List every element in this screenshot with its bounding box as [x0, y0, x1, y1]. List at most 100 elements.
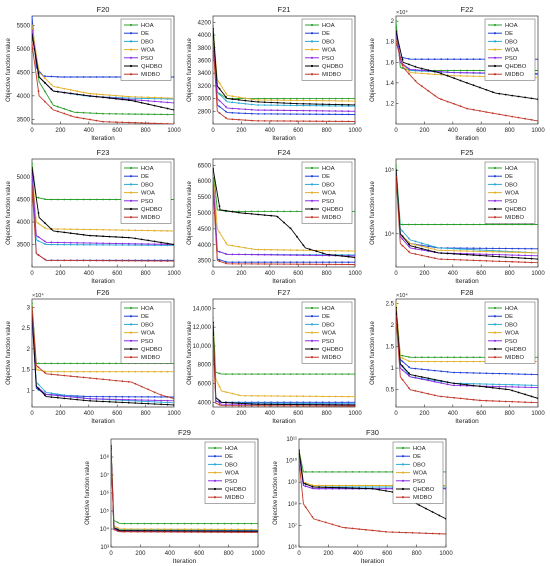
series-line-midbo — [396, 316, 538, 404]
data-point — [69, 243, 72, 246]
data-point — [315, 261, 318, 264]
data-point — [347, 401, 350, 404]
x-tick-label: 200 — [55, 271, 66, 277]
data-point — [270, 99, 272, 101]
y-tick-label: 4200 — [198, 20, 212, 26]
data-point — [69, 398, 72, 400]
data-point — [371, 484, 374, 487]
series-markers-dbo — [213, 27, 355, 108]
data-point — [396, 306, 397, 309]
data-point — [414, 223, 417, 226]
legend-marker-qhdbo — [493, 207, 497, 211]
data-point — [76, 228, 79, 231]
data-point — [108, 198, 111, 201]
data-point — [44, 240, 46, 243]
data-point — [498, 113, 501, 116]
data-point — [276, 210, 279, 213]
series-markers-woa — [32, 306, 174, 373]
x-tick-label: 800 — [224, 551, 235, 557]
data-point — [371, 486, 374, 488]
data-point — [263, 373, 266, 375]
y-tick-label: 5000 — [17, 47, 31, 53]
x-tick-label: 1000 — [439, 551, 453, 557]
data-point — [50, 228, 53, 231]
y-exponent-label: ×10⁴ — [396, 292, 408, 299]
data-point — [160, 229, 163, 232]
legend-marker-hoa — [310, 166, 314, 170]
series-markers-midbo — [396, 315, 538, 404]
data-point — [420, 67, 423, 70]
series-line-midbo — [299, 460, 446, 535]
data-point — [315, 254, 318, 257]
data-point — [143, 522, 146, 525]
data-point — [89, 399, 91, 402]
data-point — [134, 382, 137, 385]
data-point — [190, 531, 193, 533]
data-point — [95, 370, 98, 373]
data-point — [213, 335, 214, 338]
data-point — [276, 261, 279, 264]
data-point — [440, 249, 443, 252]
data-point — [530, 251, 533, 254]
x-tick-label: 600 — [293, 271, 304, 277]
data-point — [231, 98, 234, 101]
legend-label-woa: WOA — [322, 191, 336, 197]
data-point — [102, 242, 104, 245]
data-point — [321, 252, 324, 255]
data-point — [408, 63, 410, 66]
data-point — [213, 167, 214, 170]
data-point — [263, 261, 266, 264]
x-tick-label: 200 — [323, 551, 334, 557]
data-point — [296, 235, 298, 238]
data-point — [95, 377, 98, 380]
data-point — [446, 247, 449, 250]
data-point — [108, 379, 111, 381]
data-point — [44, 258, 46, 261]
data-point — [76, 375, 79, 378]
data-point — [153, 401, 156, 403]
data-point — [63, 231, 66, 234]
y-tick-label: 10³ — [100, 545, 109, 551]
data-point — [498, 400, 501, 403]
data-point — [270, 97, 272, 100]
data-point — [453, 384, 455, 387]
data-point — [250, 404, 253, 407]
y-axis-label: Objective function value — [187, 37, 193, 101]
data-point — [328, 113, 331, 116]
data-point — [334, 100, 337, 102]
data-point — [347, 100, 350, 102]
legend-marker-de — [310, 315, 314, 318]
legend-label-hoa: HOA — [505, 166, 518, 172]
y-tick-label: 4000 — [17, 220, 31, 226]
data-point — [498, 255, 501, 258]
data-point — [82, 76, 85, 78]
data-point — [89, 118, 91, 121]
data-point — [328, 395, 331, 398]
data-point — [351, 471, 354, 473]
data-point — [160, 122, 162, 124]
data-point — [524, 373, 526, 376]
x-tick-label: 800 — [412, 551, 423, 557]
data-point — [257, 104, 260, 106]
data-point — [147, 122, 150, 124]
x-axis-label: Iteration — [173, 558, 197, 565]
y-exponent-label: ×10⁴ — [32, 292, 44, 299]
data-point — [537, 360, 538, 363]
x-tick-label: 0 — [394, 271, 398, 277]
data-point — [115, 76, 117, 78]
data-point — [121, 98, 124, 101]
data-point — [225, 404, 227, 407]
data-point — [302, 244, 305, 247]
data-point — [121, 242, 124, 245]
data-point — [140, 122, 143, 124]
x-tick-label: 600 — [476, 271, 487, 277]
data-point — [446, 360, 449, 363]
data-point — [427, 58, 430, 61]
data-point — [408, 72, 410, 75]
y-tick-label: 1.2 — [386, 101, 395, 107]
data-point — [308, 395, 311, 398]
data-point — [433, 251, 436, 253]
data-point — [63, 397, 66, 400]
data-point — [257, 253, 260, 256]
data-point — [237, 118, 240, 121]
